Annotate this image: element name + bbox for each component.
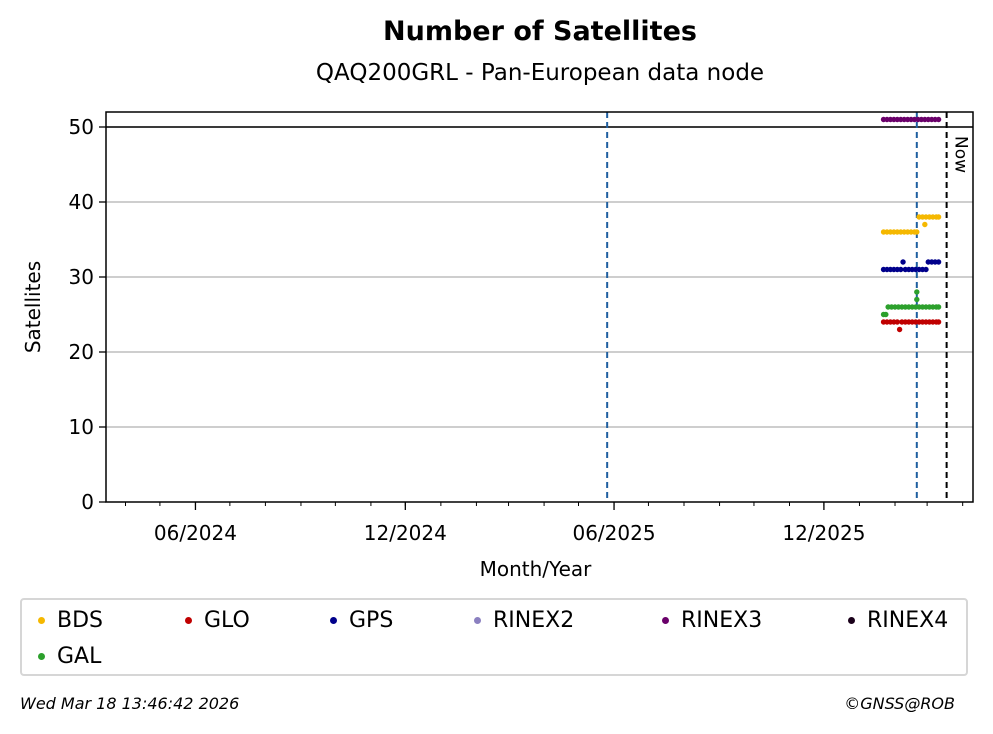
data-point-glo <box>896 326 903 333</box>
legend-marker-rinex4 <box>848 617 855 624</box>
y-tick-label: 0 <box>81 490 94 514</box>
legend-marker-rinex3 <box>662 617 669 624</box>
x-tick-label: 06/2025 <box>572 521 655 545</box>
data-point-gps <box>900 259 906 265</box>
legend-item-bds: BDS <box>38 608 103 633</box>
x-tick-label: 12/2024 <box>364 521 447 545</box>
y-tick-label: 50 <box>69 115 94 139</box>
legend-label-rinex4: RINEX4 <box>867 608 949 633</box>
data-point-rinex3 <box>935 116 942 123</box>
y-tick-label: 20 <box>69 340 94 364</box>
data-point-bds <box>922 221 928 228</box>
y-tick-label: 40 <box>69 190 94 214</box>
x-tick-label: 12/2025 <box>782 521 865 545</box>
generated-timestamp: Wed Mar 18 13:46:42 2026 <box>20 694 240 713</box>
legend-label-bds: BDS <box>57 608 103 633</box>
copyright-notice: ©GNSS@ROB <box>844 694 955 713</box>
legend-item-rinex2: RINEX2 <box>474 608 574 633</box>
data-point-gps <box>923 266 929 273</box>
legend-marker-glo <box>185 617 192 624</box>
legend-item-rinex4: RINEX4 <box>848 608 948 633</box>
chart-title: Number of Satellites <box>383 16 697 47</box>
y-tick-label: 10 <box>69 415 94 439</box>
y-tick-label: 30 <box>69 265 94 289</box>
data-point-glo <box>894 319 901 325</box>
legend-item-glo: GLO <box>185 608 250 633</box>
now-label: Now <box>951 136 971 173</box>
plot-frame <box>105 111 974 503</box>
data-point-bds <box>935 214 942 220</box>
legend-item-gal: GAL <box>38 644 101 669</box>
chart-subtitle: QAQ200GRL - Pan-European data node <box>315 60 765 86</box>
legend-marker-gal <box>38 653 45 660</box>
data-point-gal <box>935 304 942 310</box>
data-point-gps <box>935 259 942 265</box>
legend-marker-gps <box>330 617 337 624</box>
data-point-gal <box>883 311 889 318</box>
legend-label-gal: GAL <box>57 644 102 669</box>
x-axis-label: Month/Year <box>480 557 593 581</box>
y-axis-label: Satellites <box>21 261 45 353</box>
legend-label-gps: GPS <box>349 608 394 633</box>
data-point-gal <box>914 296 920 303</box>
data-point-bds <box>914 229 920 235</box>
legend-item-gps: GPS <box>330 608 393 633</box>
data-point-gps <box>898 266 904 273</box>
x-tick-label: 06/2024 <box>154 521 237 545</box>
legend-label-rinex3: RINEX3 <box>681 608 763 633</box>
chart-legend: BDS GLO GPS RINEX2 RINEX3 RINEX4 GAL <box>20 598 968 676</box>
legend-label-rinex2: RINEX2 <box>493 608 575 633</box>
legend-item-rinex3: RINEX3 <box>662 608 762 633</box>
data-point-glo <box>935 319 942 325</box>
legend-label-glo: GLO <box>204 608 250 633</box>
legend-marker-rinex2 <box>474 617 481 624</box>
legend-marker-bds <box>38 617 45 624</box>
data-point-gal <box>914 289 920 295</box>
